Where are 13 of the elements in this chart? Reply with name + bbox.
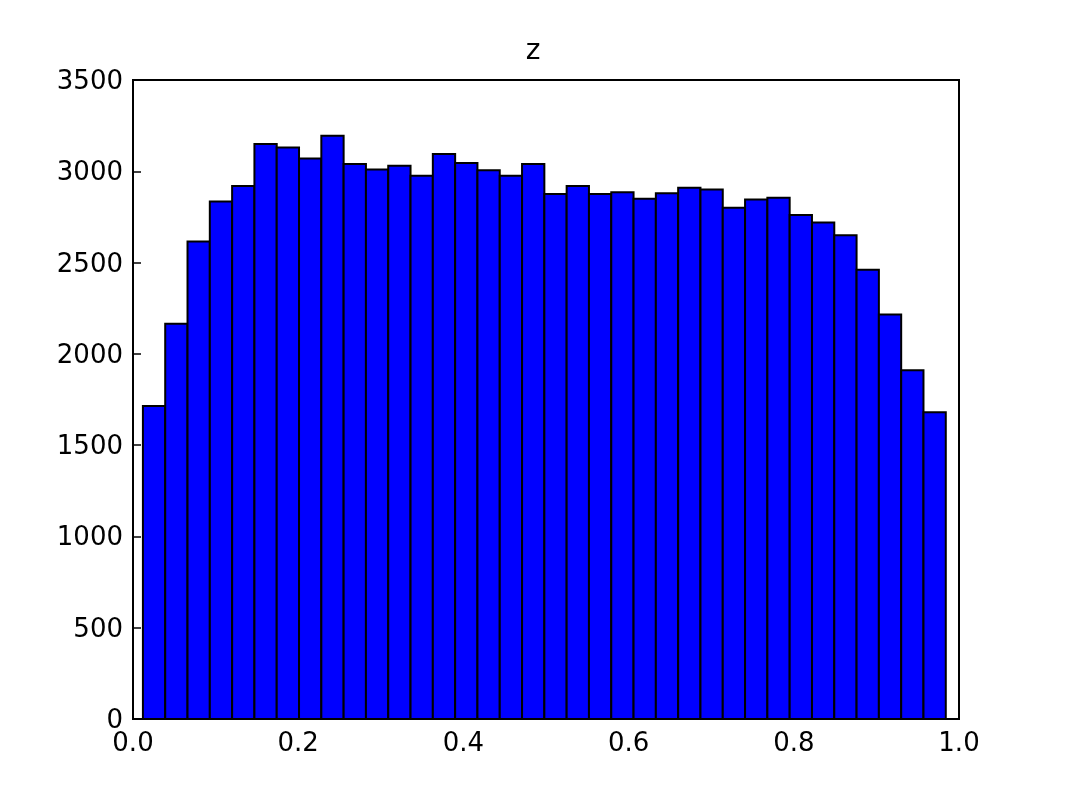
y-tick-label: 500 [73, 612, 123, 643]
y-tick-label: 1500 [56, 430, 123, 461]
x-tick-label: 0.2 [277, 727, 319, 757]
y-tick-label: 3000 [56, 156, 123, 187]
x-tick-label: 0.4 [442, 727, 485, 757]
y-tick-label: 2500 [56, 247, 123, 278]
x-tick-label: 0.6 [607, 727, 650, 757]
y-tick-label: 1000 [56, 521, 123, 552]
y-tick-label: 3500 [56, 65, 123, 95]
x-tick-label: 1.0 [938, 727, 980, 757]
x-tick-label: 0.8 [773, 727, 815, 757]
chart-title: z [525, 32, 541, 66]
y-tick-label: 2000 [56, 338, 123, 369]
